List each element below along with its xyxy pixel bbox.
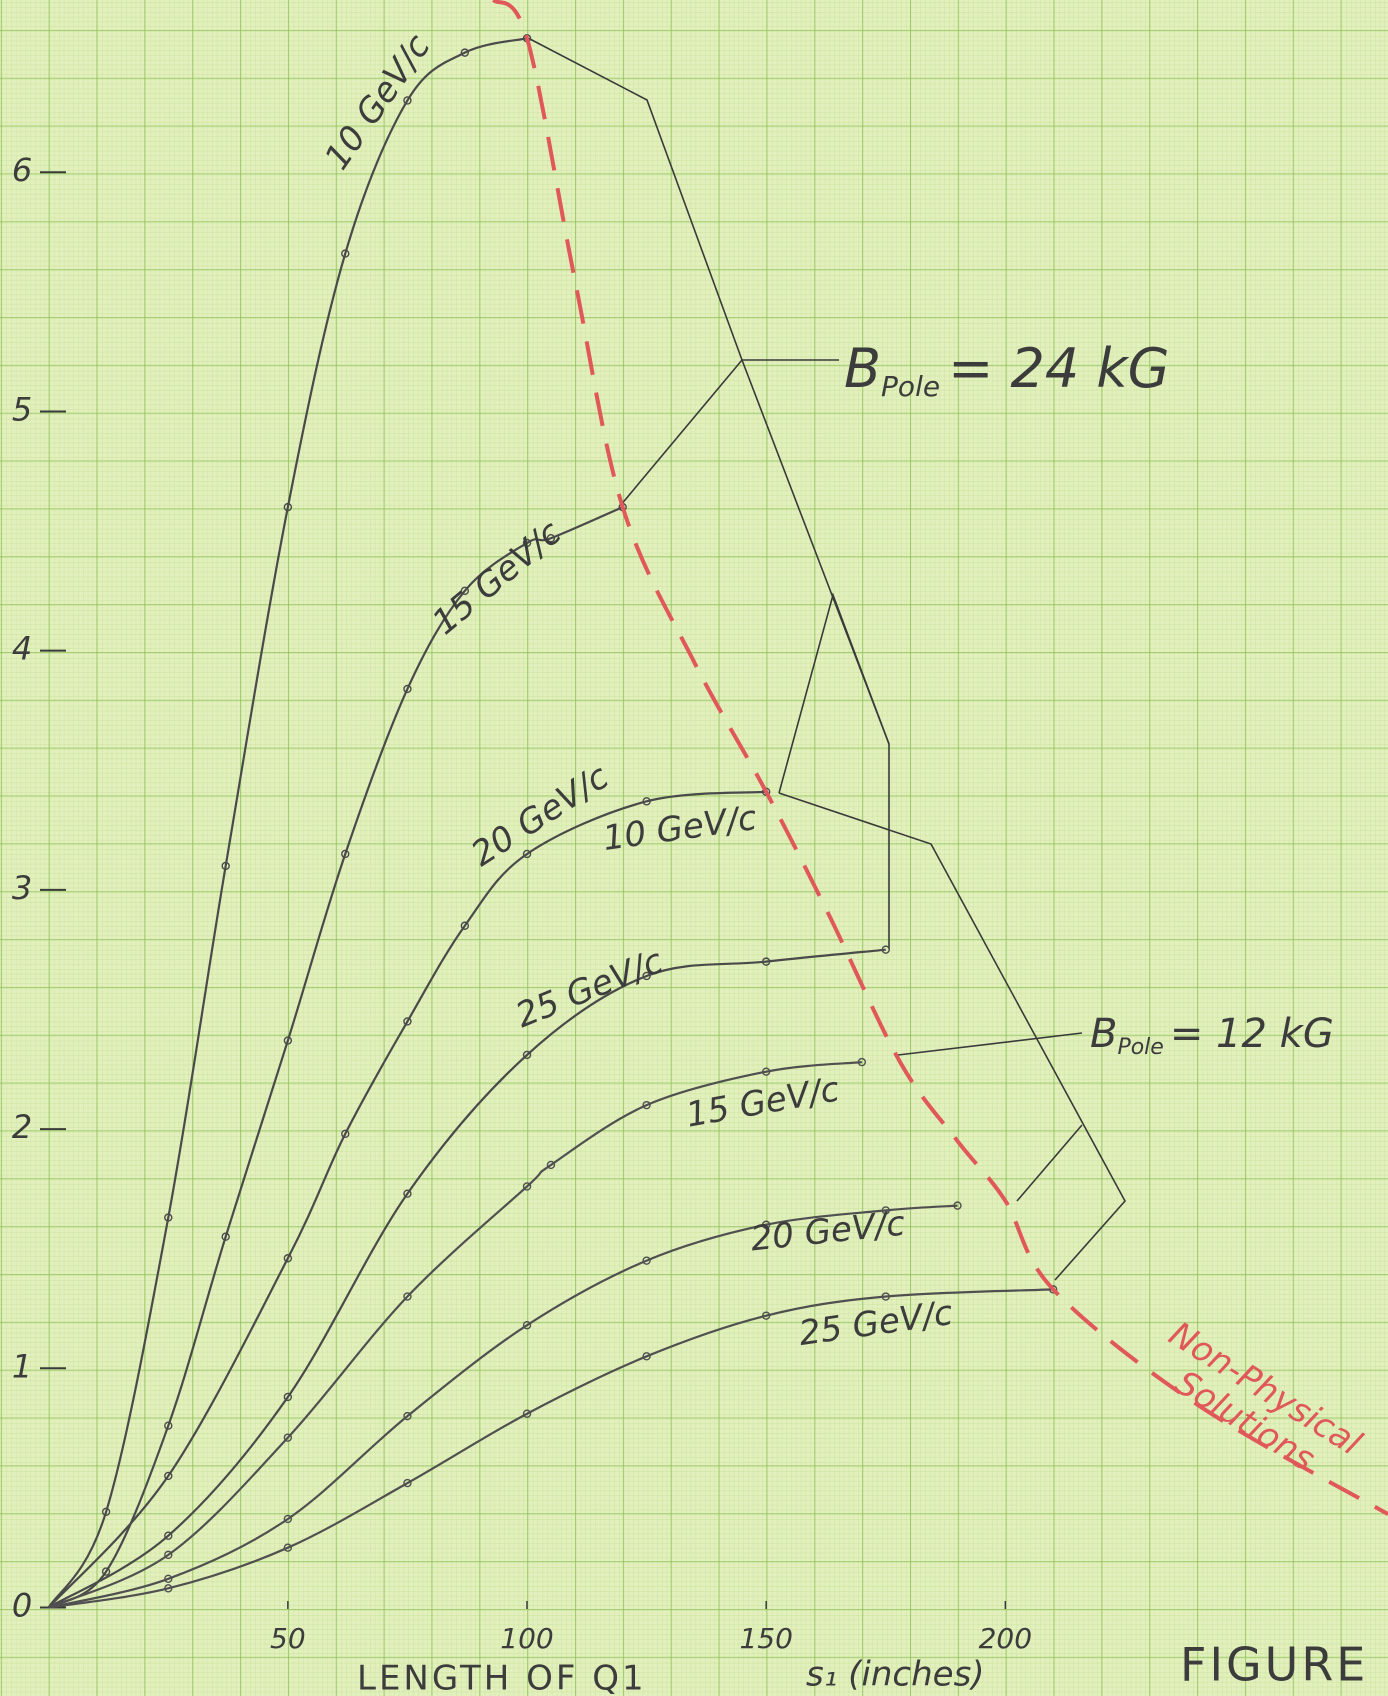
field-symbol: B	[1090, 1011, 1117, 1057]
page: BPole= 24 kG BPole= 12 kG 10 GeV/c LENGT…	[0, 0, 1388, 1696]
field-value: = 24 kG	[948, 337, 1169, 400]
field-subscript: Pole	[1117, 1035, 1163, 1060]
x-tick-label: 100	[500, 1622, 553, 1655]
x-tick-label: 200	[979, 1622, 1032, 1655]
y-tick-label: 3	[12, 869, 32, 907]
field-symbol: B	[844, 337, 881, 400]
figure-label: FIGURE	[1180, 1638, 1368, 1692]
y-tick-label: 6	[12, 151, 32, 189]
graph-paper-grid	[0, 0, 1388, 1696]
y-tick-label: 5	[12, 390, 32, 428]
x-axis-unit: s₁ (inches)	[806, 1655, 985, 1695]
y-tick-label: 4	[12, 630, 32, 668]
field-value: = 12 kG	[1170, 1011, 1334, 1057]
y-tick-label: 1	[12, 1347, 32, 1385]
x-tick-label: 150	[739, 1622, 792, 1655]
y-tick-label: 2	[12, 1108, 32, 1146]
y-tick-label: 0	[12, 1586, 32, 1624]
x-tick-label: 50	[270, 1622, 306, 1655]
chart: BPole= 24 kG BPole= 12 kG 10 GeV/c LENGT…	[0, 0, 1388, 1696]
x-axis-label: LENGTH OF Q1	[357, 1659, 647, 1696]
field-subscript: Pole	[881, 370, 940, 403]
